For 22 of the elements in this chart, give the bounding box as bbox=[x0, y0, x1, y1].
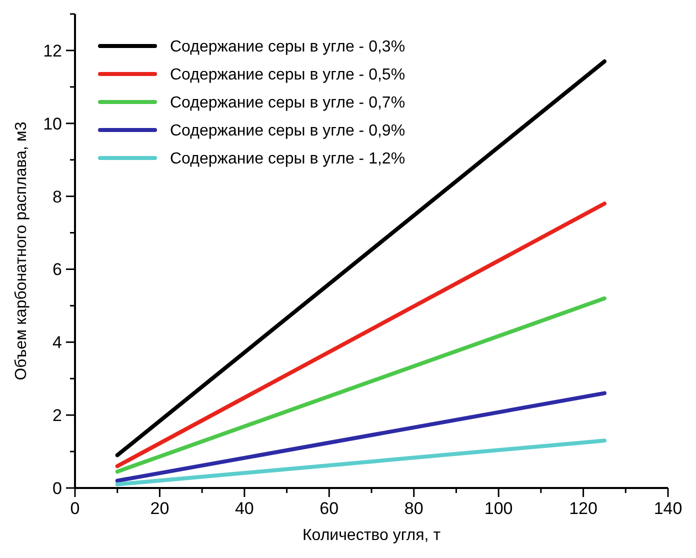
x-axis-title: Количество угля, т bbox=[302, 527, 442, 544]
y-tick-label: 6 bbox=[52, 260, 62, 280]
legend-label: Содержание серы в угле - 1,2% bbox=[170, 150, 406, 168]
x-tick-label: 60 bbox=[320, 499, 339, 518]
x-tick-label: 40 bbox=[234, 499, 254, 518]
legend-label: Содержание серы в угле - 0,9% bbox=[170, 122, 406, 140]
y-axis-title: Объем карбонатного расплава, м3 bbox=[13, 122, 30, 380]
y-tick-label: 10 bbox=[43, 114, 62, 134]
y-tick-label: 2 bbox=[52, 406, 62, 426]
x-tick-label: 80 bbox=[404, 499, 424, 518]
y-tick-label: 4 bbox=[52, 333, 62, 352]
y-tick-label: 12 bbox=[43, 41, 62, 60]
x-tick-label: 0 bbox=[70, 499, 80, 518]
x-tick-label: 120 bbox=[569, 499, 598, 518]
legend-label: Содержание серы в угле - 0,5% bbox=[170, 66, 406, 84]
legend-label: Содержание серы в угле - 0,7% bbox=[170, 94, 406, 112]
y-tick-label: 8 bbox=[52, 187, 62, 206]
x-tick-label: 140 bbox=[654, 499, 682, 518]
legend-label: Содержание серы в угле - 0,3% bbox=[170, 38, 406, 56]
x-tick-label: 20 bbox=[150, 499, 170, 518]
y-tick-label: 0 bbox=[52, 478, 62, 498]
x-tick-label: 100 bbox=[484, 499, 513, 518]
